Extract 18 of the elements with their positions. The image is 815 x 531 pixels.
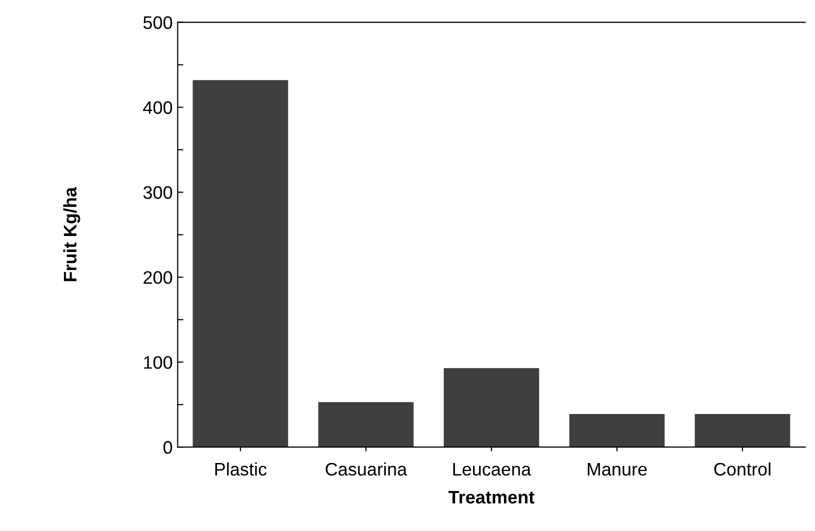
x-tick-label: Control (714, 462, 770, 476)
bar (444, 368, 540, 448)
y-tick-label: 200 (144, 271, 172, 284)
x-axis-title: Treatment (448, 490, 534, 504)
bar (318, 402, 414, 448)
x-tick-label: Plastic (215, 462, 267, 476)
y-tick-label: 0 (163, 441, 172, 454)
bar (192, 80, 288, 448)
x-tick-label: Leucaena (453, 463, 532, 476)
y-tick-label: 400 (143, 101, 172, 114)
x-tick-label: Manure (588, 463, 647, 476)
y-tick-label: 100 (144, 356, 172, 369)
x-tick-label: Casuarina (326, 462, 408, 476)
bar (569, 414, 665, 448)
y-axis-title: Fruit Kg/ha (63, 186, 80, 282)
bar (694, 414, 790, 448)
y-tick-label: 500 (143, 16, 172, 30)
y-tick-label: 300 (143, 186, 172, 199)
